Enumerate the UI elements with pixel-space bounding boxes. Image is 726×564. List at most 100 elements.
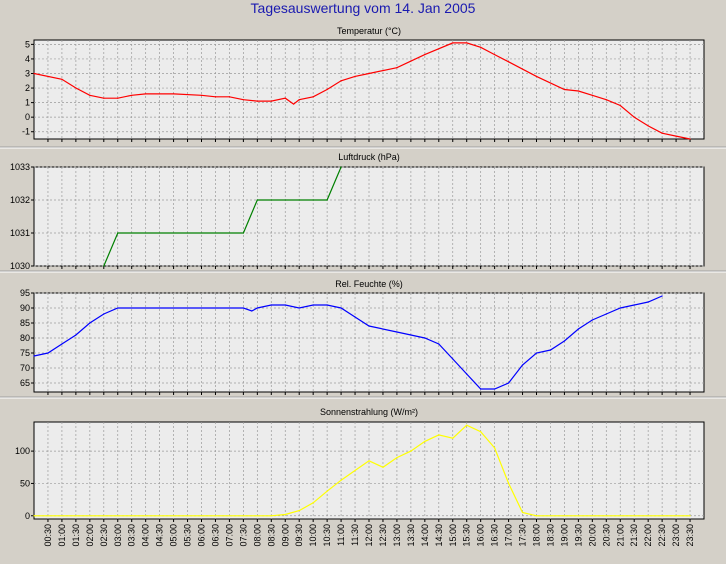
y-tick-label: 2 [25,83,30,93]
data-point [480,431,482,433]
data-point [214,96,217,98]
data-point [577,328,579,330]
data-point [228,96,231,98]
data-point [312,96,314,98]
data-point [480,388,482,390]
data-point [424,53,426,56]
data-point [438,434,440,436]
x-tick-label: 17:30 [518,524,528,547]
data-point [368,72,370,75]
x-tick-label: 05:00 [169,524,179,547]
data-point [368,460,370,462]
x-tick-label: 09:30 [294,524,304,547]
data-point [354,469,356,472]
y-tick-label: 100 [15,446,30,456]
data-point [605,313,607,315]
data-point [340,80,342,82]
y-tick-label: -1 [22,127,30,137]
data-point [549,349,552,351]
chart-panel-3: Rel. Feuchte (%) 65 70 75 80 85 90 95 [20,279,705,395]
data-point [452,437,454,439]
data-point [33,72,35,75]
x-tick-label: 03:30 [127,524,137,547]
y-tick-label: 1031 [10,228,30,238]
page-title: Tagesauswertung vom 14. Jan 2005 [250,0,476,16]
data-point [284,513,286,516]
data-point [270,304,272,306]
x-tick-label: 13:30 [406,524,416,547]
data-point [131,94,133,96]
data-point [33,515,35,517]
data-point [242,99,244,101]
data-point [535,352,538,354]
x-tick-label: 23:30 [685,524,695,547]
data-point [117,307,119,309]
y-tick-label: 5 [25,39,30,49]
data-point [61,343,63,345]
chart-title: Sonnenstrahlung (W/m²) [320,407,418,417]
data-point [507,61,510,63]
data-point [326,199,328,201]
x-tick-label: 10:00 [308,524,318,547]
y-tick-label: 50 [20,478,30,488]
data-point [396,67,398,69]
x-tick-label: 08:00 [252,524,262,547]
data-point [270,515,272,517]
data-point [521,511,524,514]
data-point [452,42,454,44]
y-tick-label: 0 [25,511,30,521]
y-tick-label: 95 [20,288,30,298]
data-point [647,125,649,127]
x-tick-label: 14:00 [420,524,430,547]
x-tick-label: 08:30 [266,524,276,547]
data-point [424,440,426,442]
series-line-2 [103,166,342,267]
data-point [340,307,342,309]
data-point [396,456,398,459]
data-point [340,479,342,481]
x-tick-label: 16:00 [476,524,486,547]
data-point [689,515,691,517]
data-point [298,509,300,512]
y-tick-label: 1 [25,98,30,108]
data-point [117,232,119,234]
data-point [326,304,328,306]
data-point [340,166,342,168]
chart-title: Rel. Feuchte (%) [335,279,403,289]
y-tick-label: 1032 [10,195,30,205]
data-point [75,87,77,89]
y-tick-label: 3 [25,68,30,78]
x-tick-label: 06:00 [197,524,207,547]
data-point [242,307,244,309]
y-tick-label: 1030 [10,261,30,271]
data-point [293,103,295,105]
data-point [33,355,35,357]
x-tick-label: 09:00 [280,524,290,547]
data-point [410,334,412,336]
data-point [298,99,300,101]
x-tick-label: 04:30 [155,524,165,547]
data-point [47,352,49,354]
data-point [675,135,677,137]
x-tick-label: 18:00 [532,524,542,547]
x-tick-label: 01:00 [57,524,67,547]
data-point [577,90,579,92]
data-point [200,94,203,96]
data-point [438,343,440,345]
x-tick-label: 16:30 [490,524,500,547]
x-tick-label: 17:00 [504,524,514,547]
data-point [535,75,538,77]
data-point [312,502,314,504]
y-tick-label: 85 [20,318,30,328]
data-point [647,301,649,303]
data-point [242,232,244,234]
data-point [270,100,272,102]
data-point [354,316,356,318]
x-tick-label: 22:30 [657,524,667,547]
y-tick-label: 0 [25,112,30,122]
y-tick-label: 75 [20,348,30,358]
data-point [661,132,663,134]
data-point [466,424,468,426]
data-point [298,307,300,309]
